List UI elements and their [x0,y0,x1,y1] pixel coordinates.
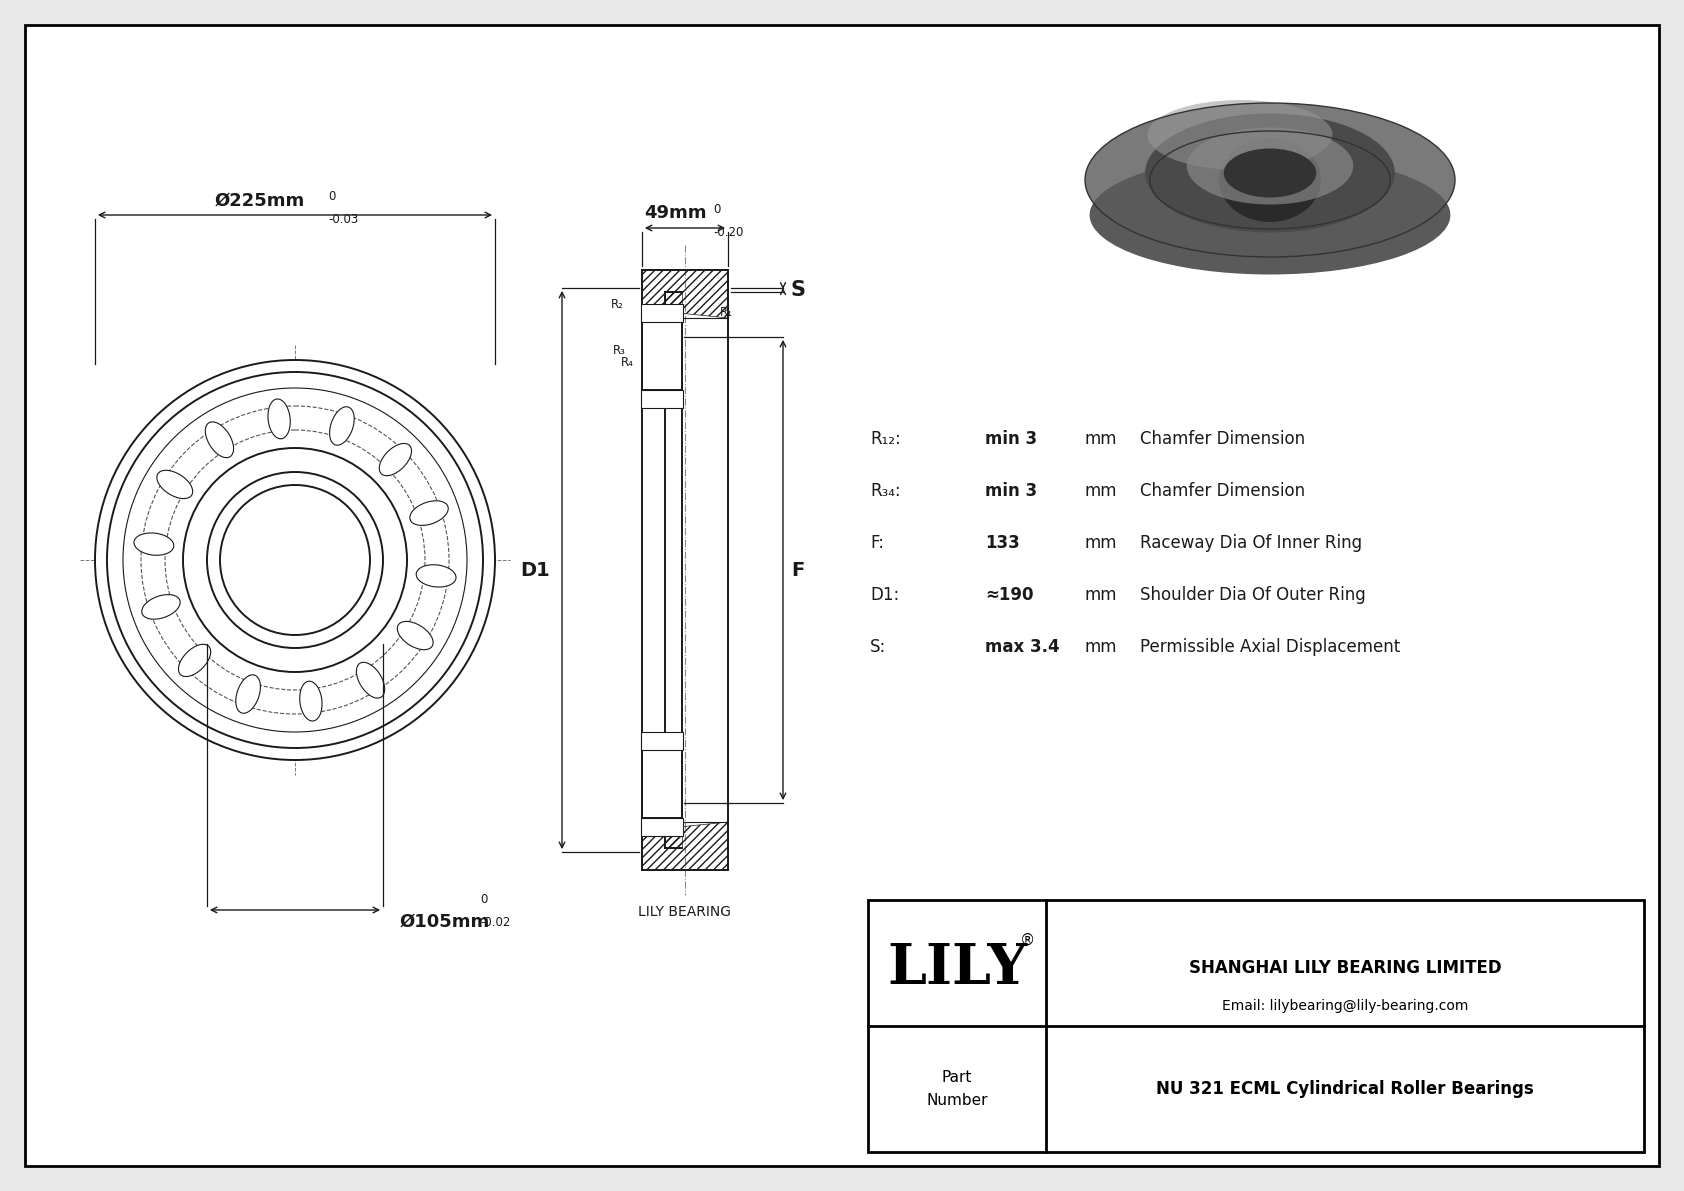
Ellipse shape [157,470,192,499]
Bar [642,818,684,836]
Text: 0: 0 [712,202,721,216]
Text: 0: 0 [328,191,335,202]
Text: S: S [791,280,807,300]
Text: ≈190: ≈190 [985,586,1034,604]
Text: 49mm: 49mm [643,204,706,222]
Text: Permissible Axial Displacement: Permissible Axial Displacement [1140,638,1401,656]
Text: max 3.4: max 3.4 [985,638,1059,656]
Ellipse shape [330,407,354,445]
Bar [642,732,684,750]
Ellipse shape [236,675,261,713]
Text: Chamfer Dimension: Chamfer Dimension [1140,482,1305,500]
Text: -0.20: -0.20 [712,226,743,239]
Text: Ø225mm: Ø225mm [216,192,305,210]
Text: ®: ® [1021,933,1036,948]
Text: F:: F: [871,534,884,551]
Ellipse shape [1187,127,1354,205]
Text: -0.03: -0.03 [328,213,359,226]
Text: NU 321 ECML Cylindrical Roller Bearings: NU 321 ECML Cylindrical Roller Bearings [1157,1080,1534,1098]
Text: D1:: D1: [871,586,899,604]
Text: mm: mm [1084,482,1118,500]
Text: R₂: R₂ [611,298,625,311]
Ellipse shape [179,644,210,676]
Text: Shoulder Dia Of Outer Ring: Shoulder Dia Of Outer Ring [1140,586,1366,604]
Ellipse shape [409,500,448,525]
Text: S:: S: [871,638,886,656]
Text: Ø105mm: Ø105mm [401,913,490,931]
Text: R₁₂:: R₁₂: [871,430,901,448]
Bar [642,750,682,818]
Text: LILY BEARING: LILY BEARING [638,905,731,919]
Ellipse shape [1090,156,1450,274]
Text: Raceway Dia Of Inner Ring: Raceway Dia Of Inner Ring [1140,534,1362,551]
Text: mm: mm [1084,586,1118,604]
Text: mm: mm [1084,430,1118,448]
Circle shape [108,372,483,748]
Bar [642,732,684,750]
Text: F: F [791,561,805,580]
Ellipse shape [300,681,322,721]
Bar [642,304,684,322]
Text: min 3: min 3 [985,430,1037,448]
Ellipse shape [141,594,180,619]
Text: R₃₄:: R₃₄: [871,482,901,500]
Text: SHANGHAI LILY BEARING LIMITED: SHANGHAI LILY BEARING LIMITED [1189,959,1502,977]
Bar [642,818,684,836]
Text: R₃: R₃ [613,344,626,357]
Circle shape [184,448,408,672]
Circle shape [94,360,495,760]
Text: Part
Number: Part Number [926,1071,989,1108]
Text: Email: lilybearing@lily-bearing.com: Email: lilybearing@lily-bearing.com [1223,999,1468,1012]
Text: mm: mm [1084,534,1118,551]
Ellipse shape [1219,138,1320,222]
Text: R₁: R₁ [721,306,733,318]
Bar [642,389,684,409]
Text: 133: 133 [985,534,1021,551]
Bar [642,304,684,322]
Bar [642,322,682,389]
Bar [642,750,682,818]
Ellipse shape [1084,102,1455,257]
Ellipse shape [1224,149,1317,198]
Text: mm: mm [1084,638,1118,656]
Ellipse shape [205,422,234,457]
Text: D1: D1 [520,561,551,580]
Ellipse shape [1145,113,1394,232]
Ellipse shape [135,532,173,555]
Text: -0.02: -0.02 [480,916,510,929]
Text: min 3: min 3 [985,482,1037,500]
Circle shape [207,472,382,648]
Ellipse shape [397,622,433,649]
Bar [642,389,684,409]
Text: LILY: LILY [887,941,1027,996]
Ellipse shape [416,565,456,587]
Text: Chamfer Dimension: Chamfer Dimension [1140,430,1305,448]
Text: 0: 0 [480,893,487,906]
Bar [642,322,682,389]
Ellipse shape [268,399,290,438]
Ellipse shape [1147,100,1332,170]
Text: R₄: R₄ [621,356,633,369]
Ellipse shape [379,443,411,475]
Circle shape [221,485,370,635]
Circle shape [123,388,466,732]
Ellipse shape [357,662,384,698]
Bar [867,900,1644,1152]
